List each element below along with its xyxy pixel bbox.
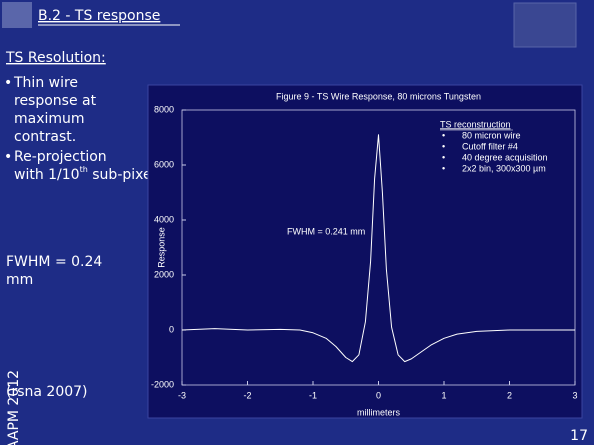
superscript: th bbox=[80, 165, 88, 174]
fwhm: FWHM = 0.24 mm bbox=[6, 254, 102, 288]
bullet-line: sub-pixels bbox=[88, 167, 163, 183]
legend-dot: • bbox=[442, 141, 445, 151]
left-text: • Thin wire response at maximum contrast.• Re… bbox=[4, 75, 163, 288]
x-tick-label: 2 bbox=[507, 390, 512, 400]
bullet-line: maximum bbox=[14, 111, 85, 127]
legend-dot: • bbox=[442, 152, 445, 162]
page-number: 17 bbox=[570, 428, 588, 444]
y-axis-label: Response bbox=[156, 227, 166, 268]
y-tick-label: 4000 bbox=[154, 214, 174, 224]
legend-title: TS reconstruction bbox=[440, 119, 511, 129]
annotation: FWHM = 0.241 mm bbox=[287, 226, 365, 236]
logo bbox=[2, 2, 32, 28]
bullet-line: response at bbox=[14, 93, 97, 109]
bullet-line: Re-projection bbox=[14, 149, 107, 165]
fwhm-line: mm bbox=[6, 272, 33, 288]
bullet-text: Re-projection with 1/10 bbox=[14, 149, 107, 183]
source: (rsna 2007) bbox=[6, 384, 88, 400]
x-axis-label: millimeters bbox=[357, 407, 401, 417]
bullet: Re-projection with 1/10th sub-pixels bbox=[14, 149, 163, 183]
x-tick-label: -1 bbox=[309, 390, 317, 400]
chart: Figure 9 - TS Wire Response, 80 microns … bbox=[151, 91, 578, 417]
bullet-dot: • bbox=[4, 149, 12, 165]
x-tick-label: 3 bbox=[572, 390, 577, 400]
chart-title: Figure 9 - TS Wire Response, 80 microns … bbox=[276, 91, 481, 101]
x-tick-label: -2 bbox=[243, 390, 251, 400]
fwhm-line: FWHM = 0.24 bbox=[6, 254, 102, 270]
footer: AAPM 2012 bbox=[6, 370, 22, 445]
corner-image bbox=[513, 2, 577, 48]
chart-panel bbox=[147, 84, 583, 419]
slide-title: B.2 - TS response bbox=[38, 8, 160, 24]
legend-item: 2x2 bin, 300x300 µm bbox=[462, 163, 546, 173]
x-tick-label: 0 bbox=[376, 390, 381, 400]
y-tick-label: 6000 bbox=[154, 159, 174, 169]
y-tick-label: 2000 bbox=[154, 269, 174, 279]
legend-dot: • bbox=[442, 163, 445, 173]
x-tick-label: 1 bbox=[441, 390, 446, 400]
y-tick-label: -2000 bbox=[151, 379, 174, 389]
heading: TS Resolution: bbox=[5, 50, 106, 66]
legend-dot: • bbox=[442, 130, 445, 140]
y-tick-label: 0 bbox=[169, 324, 174, 334]
bullet-line: Thin wire bbox=[13, 75, 78, 91]
bullet-dot: • bbox=[4, 75, 12, 91]
x-tick-label: -3 bbox=[178, 390, 186, 400]
bullet: Thin wire response at maximum contrast. bbox=[13, 75, 97, 145]
y-tick-label: 8000 bbox=[154, 104, 174, 114]
bullet-text: sub-pixels bbox=[88, 167, 163, 183]
line bbox=[181, 134, 575, 363]
legend-item: Cutoff filter #4 bbox=[462, 141, 518, 151]
bullet-line: with 1/10 bbox=[14, 167, 80, 183]
legend-item: 80 micron wire bbox=[462, 130, 521, 140]
legend-item: 40 degree acquisition bbox=[462, 152, 548, 162]
bullet-line: contrast. bbox=[14, 129, 76, 145]
